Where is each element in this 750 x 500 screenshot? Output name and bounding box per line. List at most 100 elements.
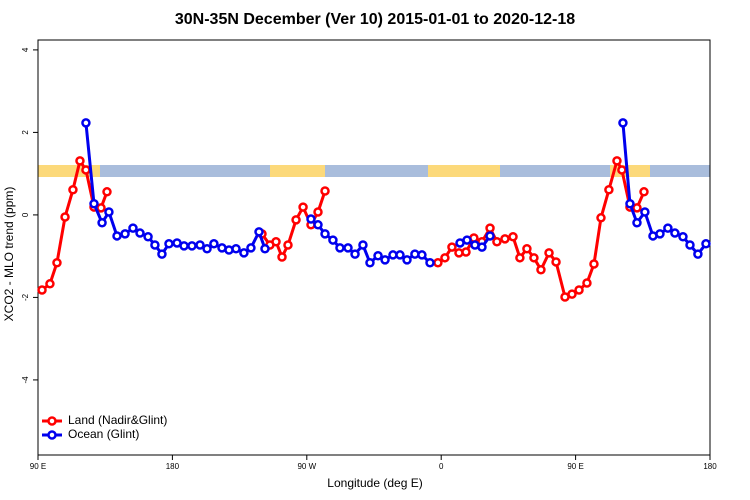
data-point bbox=[283, 240, 293, 250]
data-point bbox=[515, 253, 525, 263]
x-tick-label: 0 bbox=[439, 462, 444, 471]
data-point bbox=[640, 207, 650, 217]
data-point bbox=[209, 239, 219, 249]
data-point bbox=[328, 235, 338, 245]
data-point bbox=[461, 247, 471, 257]
data-point bbox=[395, 250, 405, 260]
data-point bbox=[164, 239, 174, 249]
data-point bbox=[254, 227, 264, 237]
data-point bbox=[632, 203, 642, 213]
data-point bbox=[150, 240, 160, 250]
data-point bbox=[112, 231, 122, 241]
data-point bbox=[81, 118, 91, 128]
data-point bbox=[96, 203, 106, 213]
data-point bbox=[485, 223, 495, 233]
data-point bbox=[60, 212, 70, 222]
data-point bbox=[75, 156, 85, 166]
data-point bbox=[433, 258, 443, 268]
data-point bbox=[157, 249, 167, 259]
y-tick-label: -2 bbox=[21, 293, 30, 301]
data-point bbox=[104, 207, 114, 217]
y-axis-label: XCO2 - MLO trend (ppm) bbox=[2, 187, 16, 322]
y-tick-label: 0 bbox=[21, 212, 30, 217]
land-band bbox=[270, 165, 325, 177]
y-tick-label: -4 bbox=[21, 376, 30, 384]
data-point bbox=[551, 257, 561, 267]
data-point bbox=[179, 241, 189, 251]
data-point bbox=[313, 220, 323, 230]
data-point bbox=[320, 229, 330, 239]
data-point bbox=[239, 248, 249, 258]
data-point bbox=[639, 187, 649, 197]
data-point bbox=[291, 215, 301, 225]
data-point bbox=[202, 243, 212, 254]
x-tick-label: 90 E bbox=[30, 462, 46, 471]
data-point bbox=[246, 243, 256, 253]
plot-frame bbox=[37, 39, 711, 456]
data-point bbox=[462, 235, 472, 245]
data-point bbox=[596, 213, 606, 223]
data-point bbox=[670, 228, 680, 238]
data-point bbox=[81, 165, 91, 175]
data-point bbox=[604, 184, 614, 195]
data-point bbox=[440, 253, 450, 263]
data-point bbox=[589, 259, 599, 269]
data-point bbox=[632, 217, 642, 228]
data-point bbox=[306, 214, 316, 224]
data-point bbox=[685, 240, 695, 250]
legend-marker bbox=[47, 430, 57, 440]
legend-marker bbox=[47, 416, 57, 426]
data-point bbox=[582, 278, 592, 288]
x-axis-label: Longitude (deg E) bbox=[327, 476, 422, 490]
data-point bbox=[485, 231, 495, 241]
data-point bbox=[402, 255, 412, 265]
legend-label: Land (Nadir&Glint) bbox=[68, 413, 167, 427]
data-point bbox=[663, 223, 673, 233]
ocean-band bbox=[38, 165, 710, 177]
data-point bbox=[358, 240, 368, 250]
data-point bbox=[313, 207, 323, 217]
x-tick-label: 180 bbox=[166, 462, 180, 471]
legend-label: Ocean (Glint) bbox=[68, 427, 139, 441]
data-point bbox=[574, 285, 584, 295]
data-point bbox=[45, 279, 55, 289]
data-point bbox=[567, 289, 577, 299]
data-point bbox=[187, 241, 197, 251]
data-point bbox=[536, 265, 546, 275]
data-point bbox=[68, 184, 78, 195]
data-point bbox=[231, 243, 241, 254]
data-point bbox=[102, 187, 112, 197]
data-point bbox=[343, 243, 353, 253]
data-point bbox=[135, 228, 145, 238]
data-point bbox=[492, 236, 502, 247]
data-point bbox=[128, 223, 138, 233]
land-band bbox=[428, 165, 500, 177]
data-point bbox=[477, 242, 487, 252]
data-point bbox=[425, 258, 435, 268]
data-point bbox=[522, 243, 532, 254]
data-point bbox=[678, 232, 688, 242]
data-point bbox=[612, 156, 622, 166]
land-mask-band bbox=[38, 165, 710, 177]
chart-title: 30N-35N December (Ver 10) 2015-01-01 to … bbox=[175, 11, 575, 28]
x-tick-label: 90 W bbox=[297, 462, 316, 471]
data-point bbox=[260, 243, 270, 254]
data-point bbox=[508, 232, 518, 242]
data-point bbox=[195, 240, 205, 250]
data-point bbox=[417, 250, 427, 260]
data-point bbox=[655, 229, 665, 239]
data-point bbox=[625, 199, 635, 209]
data-point bbox=[447, 242, 457, 252]
y-tick-label: 2 bbox=[21, 130, 30, 135]
data-point bbox=[544, 248, 554, 258]
data-point bbox=[618, 118, 628, 128]
data-point bbox=[277, 252, 287, 262]
data-point bbox=[529, 253, 539, 263]
data-point bbox=[52, 258, 62, 268]
data-point bbox=[693, 249, 703, 259]
data-point bbox=[120, 229, 130, 239]
y-tick-label: 4 bbox=[21, 47, 30, 52]
data-point bbox=[89, 199, 99, 209]
data-point bbox=[617, 165, 627, 175]
